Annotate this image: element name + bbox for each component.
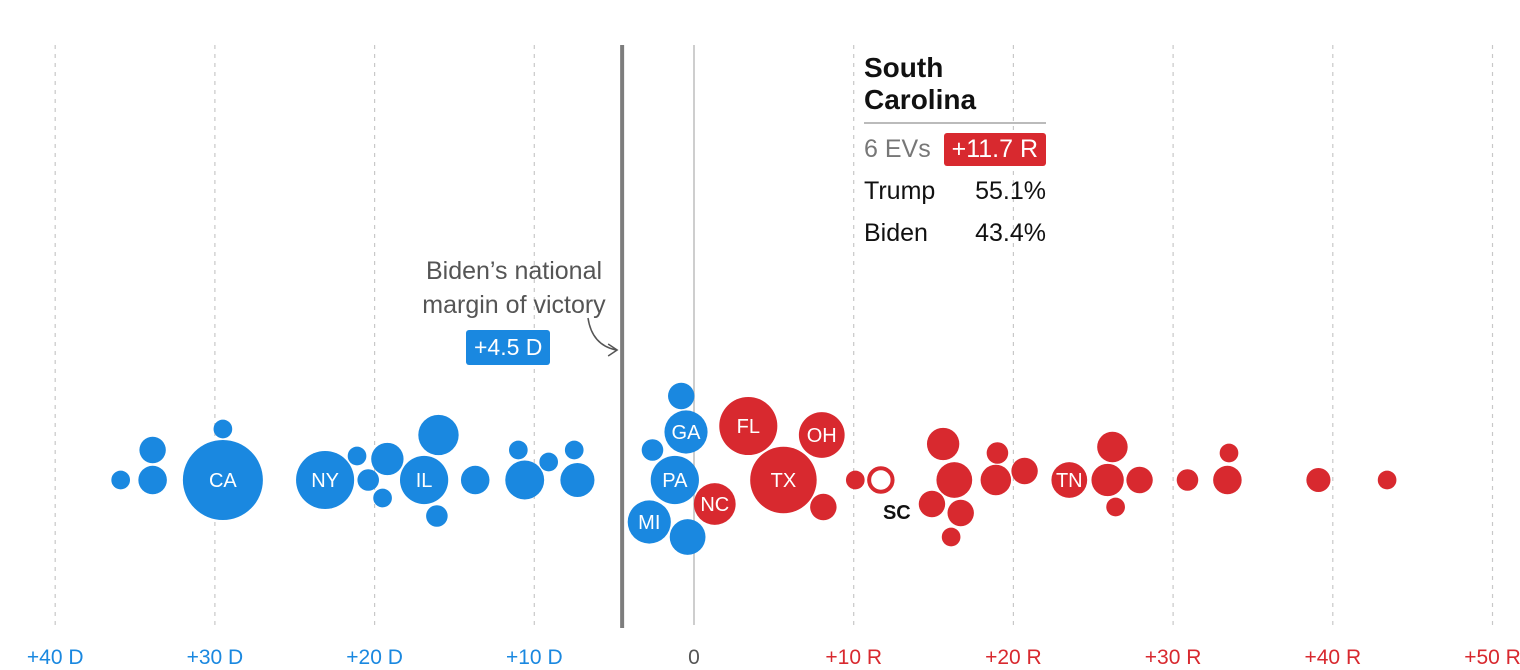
- state-bubble[interactable]: [296, 450, 355, 510]
- tooltip-trump-row: Trump 55.1%: [864, 170, 1046, 212]
- tooltip-trump-pct: 55.1%: [975, 176, 1046, 205]
- annotation-arrowhead: [607, 343, 619, 357]
- state-label: IL: [416, 470, 433, 492]
- state-label: OH: [807, 425, 837, 447]
- state-bubble[interactable]: [810, 493, 837, 521]
- state-label-selected: SC: [883, 502, 911, 524]
- state-label: TX: [771, 470, 797, 492]
- state-bubble[interactable]: [918, 490, 946, 518]
- state-bubble[interactable]: [936, 462, 973, 498]
- state-bubble[interactable]: [719, 396, 778, 456]
- state-tooltip: South Carolina 6 EVs +11.7 R Trump 55.1%…: [864, 52, 1046, 254]
- state-bubble[interactable]: [357, 469, 379, 491]
- state-bubble[interactable]: [1219, 443, 1239, 463]
- state-bubble[interactable]: [564, 440, 584, 460]
- x-axis-tick-labels: +40 D +30 D +20 D +10 D 0 +10 R +20 R +30 R +40 …: [27, 646, 1520, 669]
- x-tick-label: +20 D: [346, 646, 403, 669]
- state-bubble[interactable]: [373, 488, 392, 508]
- state-bubble[interactable]: [1106, 497, 1125, 517]
- tooltip-ev-row: 6 EVs +11.7 R: [864, 128, 1046, 170]
- annotation-line-2: margin of victory: [422, 291, 606, 319]
- state-bubble[interactable]: [1011, 457, 1038, 485]
- state-bubble[interactable]: [1051, 462, 1088, 498]
- state-bubbles: [111, 382, 1397, 555]
- state-label: NY: [311, 470, 339, 492]
- annotation-arrow: [587, 317, 617, 351]
- state-bubble[interactable]: [1377, 470, 1397, 490]
- state-bubble[interactable]: [1091, 463, 1124, 497]
- state-bubble[interactable]: [418, 414, 459, 456]
- state-bubble[interactable]: [941, 527, 961, 547]
- state-bubble[interactable]: [1097, 431, 1128, 463]
- state-bubble[interactable]: [986, 442, 1009, 464]
- state-label: FL: [737, 416, 760, 438]
- state-bubble[interactable]: [750, 446, 817, 514]
- state-bubble[interactable]: [111, 470, 131, 490]
- national-margin-line: [587, 45, 625, 628]
- state-bubble[interactable]: [139, 436, 166, 464]
- annotation-line-1: Biden’s national: [425, 257, 603, 285]
- state-label: TN: [1056, 470, 1083, 492]
- state-label: GA: [672, 422, 702, 444]
- x-tick-label: +20 R: [985, 646, 1042, 669]
- state-bubble[interactable]: [505, 460, 545, 500]
- state-bubble[interactable]: [138, 465, 167, 495]
- state-bubble[interactable]: [426, 505, 448, 527]
- tooltip-trump-label: Trump: [864, 176, 936, 205]
- state-bubble[interactable]: [1176, 469, 1199, 491]
- state-bubble[interactable]: [693, 483, 736, 525]
- state-bubble[interactable]: [399, 455, 449, 505]
- state-bubble[interactable]: [650, 455, 699, 505]
- grid-lines: [54, 45, 1494, 625]
- x-tick-label: +10 D: [506, 646, 563, 669]
- state-label: MI: [638, 512, 660, 534]
- state-bubble[interactable]: [798, 412, 845, 458]
- state-bubble[interactable]: [845, 470, 865, 490]
- state-bubble[interactable]: [669, 519, 706, 555]
- x-tick-label: +40 R: [1304, 646, 1361, 669]
- x-tick-label: +40 D: [27, 646, 84, 669]
- state-bubble[interactable]: [508, 440, 528, 460]
- state-bubble[interactable]: [947, 499, 974, 527]
- state-label: NC: [700, 494, 729, 516]
- state-bubble[interactable]: [641, 439, 664, 461]
- tooltip-state-name: South Carolina: [864, 52, 1046, 124]
- state-bubble-selected[interactable]: [867, 466, 895, 494]
- state-bubble[interactable]: [668, 382, 695, 410]
- x-tick-label: +30 R: [1145, 646, 1202, 669]
- x-tick-label: +50 R: [1464, 646, 1520, 669]
- state-label: PA: [662, 470, 688, 492]
- tooltip-margin-badge: +11.7 R: [943, 132, 1046, 166]
- tooltip-biden-row: Biden 43.4%: [864, 212, 1046, 254]
- state-bubble[interactable]: [182, 440, 263, 520]
- state-bubble[interactable]: [926, 427, 960, 461]
- state-bubble[interactable]: [1306, 467, 1331, 493]
- national-margin-annotation: Biden’s national margin of victory: [404, 254, 624, 322]
- x-tick-label: +10 R: [825, 646, 882, 669]
- tooltip-biden-label: Biden: [864, 218, 928, 247]
- state-bubble[interactable]: [1126, 466, 1153, 494]
- state-bubble[interactable]: [560, 462, 595, 498]
- x-tick-label: +30 D: [187, 646, 244, 669]
- tooltip-biden-pct: 43.4%: [975, 218, 1046, 247]
- tooltip-evs: 6 EVs: [864, 134, 931, 163]
- x-tick-label: 0: [688, 646, 700, 669]
- national-margin-badge: +4.5 D: [466, 330, 551, 365]
- state-bubble[interactable]: [347, 446, 367, 466]
- state-bubble[interactable]: [627, 500, 671, 544]
- state-label: CA: [209, 470, 237, 492]
- state-bubble[interactable]: [539, 452, 559, 472]
- state-bubble[interactable]: [664, 410, 708, 454]
- state-bubble[interactable]: [1213, 465, 1242, 495]
- state-bubble[interactable]: [213, 419, 233, 439]
- state-bubble[interactable]: [980, 464, 1012, 496]
- state-bubble[interactable]: [371, 442, 404, 476]
- state-bubble[interactable]: [460, 465, 490, 495]
